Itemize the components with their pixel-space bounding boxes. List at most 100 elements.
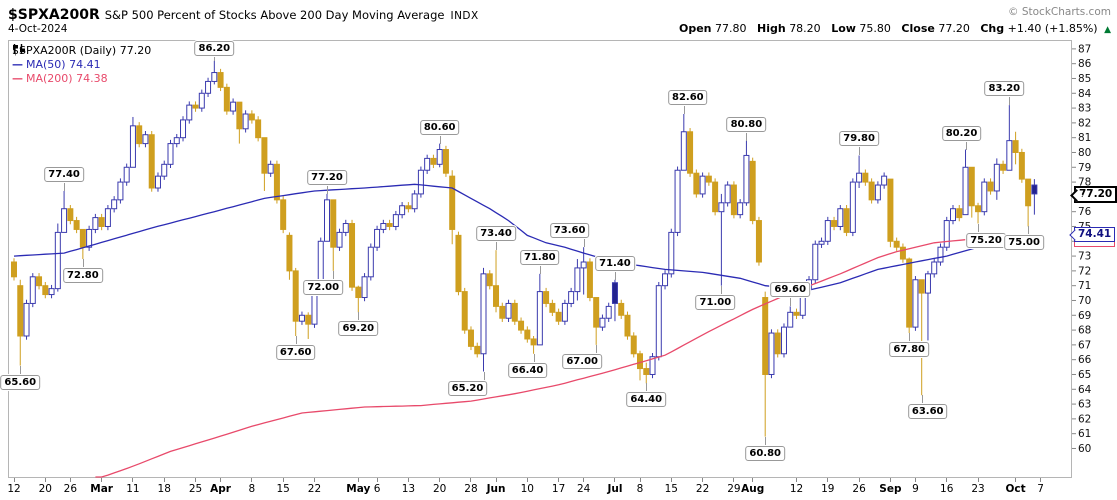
y-axis-label: 65 — [1078, 369, 1091, 381]
y-axis-label: 83 — [1078, 103, 1091, 115]
candle — [211, 72, 218, 82]
callout-pointer — [295, 336, 297, 345]
x-axis-tick — [220, 478, 222, 482]
x-axis-label: 24 — [576, 483, 591, 495]
candle — [367, 246, 374, 278]
candle — [324, 199, 330, 242]
candle — [48, 288, 55, 296]
candle — [380, 223, 387, 230]
callout-pointer — [790, 296, 792, 307]
candle — [424, 157, 431, 171]
low-label: Low — [831, 22, 856, 35]
legend-ma50-row: — MA(50) 74.41 — [12, 58, 151, 72]
x-axis-tick — [827, 478, 829, 482]
chg-label: Chg — [980, 22, 1005, 35]
x-axis-tick — [1040, 478, 1042, 482]
candle — [856, 172, 863, 183]
x-axis-tick — [858, 478, 860, 482]
callout-pointer — [1009, 95, 1011, 106]
candle — [593, 297, 600, 328]
candle — [899, 246, 906, 260]
symbol: $SPXA200R — [8, 7, 100, 23]
high-label: High — [757, 22, 786, 35]
candle — [605, 305, 612, 319]
candle — [230, 101, 237, 112]
page-title: S&P 500 Percent of Stocks Above 200 Day … — [104, 8, 445, 22]
y-axis-label: 81 — [1078, 132, 1091, 144]
ma200-line — [95, 235, 1035, 478]
candle — [186, 104, 193, 121]
callout-pointer — [646, 383, 648, 393]
callout-pointer — [921, 395, 923, 405]
candle — [173, 137, 180, 145]
price-callout: 64.40 — [626, 392, 667, 408]
candle — [305, 314, 312, 325]
candle — [780, 326, 787, 355]
price-callout: 60.80 — [745, 445, 786, 461]
candle — [968, 166, 975, 207]
candle — [637, 353, 643, 370]
ma50-axis-tag: 74.41 — [1069, 227, 1116, 243]
candle — [524, 329, 531, 340]
callout-pointer — [533, 353, 535, 363]
candle — [993, 163, 1000, 192]
candle — [17, 285, 24, 337]
x-axis-tick — [407, 478, 409, 482]
candle — [956, 208, 963, 219]
price-callout: 80.20 — [941, 125, 982, 141]
candle — [824, 220, 831, 242]
candle — [693, 172, 700, 195]
x-axis-label: 23 — [971, 483, 985, 495]
price-callout: 72.80 — [63, 268, 103, 284]
candle — [92, 217, 99, 230]
x-axis-label: 8 — [248, 483, 256, 495]
x-axis-tick — [752, 478, 754, 482]
x-axis-tick — [796, 478, 797, 482]
price-callout: 79.80 — [839, 131, 879, 147]
price-callout: 80.80 — [726, 116, 767, 132]
candle — [611, 282, 618, 304]
candle — [180, 119, 187, 139]
candle — [536, 291, 543, 346]
candle — [862, 172, 869, 183]
callout-pointer — [333, 270, 335, 280]
x-axis-tick — [282, 478, 284, 482]
callout-pointer — [327, 183, 328, 194]
candle — [906, 258, 913, 328]
close-label: Close — [901, 22, 935, 35]
candle — [248, 113, 255, 121]
callout-pointer — [82, 259, 84, 269]
x-axis-tick — [670, 478, 672, 482]
x-axis-tick — [558, 478, 560, 482]
copyright: © StockCharts.com — [1008, 6, 1111, 18]
candle — [1031, 184, 1038, 195]
candle — [236, 101, 243, 130]
candle — [843, 208, 850, 233]
y-axis-label: 79 — [1078, 162, 1091, 174]
candle — [142, 134, 149, 145]
candle — [893, 240, 900, 248]
x-axis-label: 12 — [789, 483, 804, 495]
legend-ma200-label: MA(200) 74.38 — [26, 72, 108, 85]
candle — [336, 231, 343, 248]
ma50-swatch: — — [12, 58, 23, 71]
candle — [486, 273, 493, 287]
x-axis-label: Jun — [486, 483, 506, 495]
candle — [931, 261, 938, 275]
callout-pointer — [721, 285, 723, 295]
x-axis-label: 15 — [276, 483, 290, 495]
candle — [267, 163, 274, 174]
price-callout: 71.40 — [595, 255, 635, 271]
candle — [286, 234, 293, 272]
x-axis-tick — [526, 478, 528, 482]
open-value: 77.80 — [715, 22, 747, 35]
price-callout: 75.00 — [1004, 235, 1044, 251]
x-axis-tick — [495, 478, 497, 482]
candle — [762, 297, 769, 375]
candle — [749, 160, 756, 222]
price-callout: 63.60 — [907, 404, 948, 420]
candle — [474, 345, 481, 355]
candle — [937, 246, 944, 263]
y-axis-label: 86 — [1078, 58, 1092, 70]
